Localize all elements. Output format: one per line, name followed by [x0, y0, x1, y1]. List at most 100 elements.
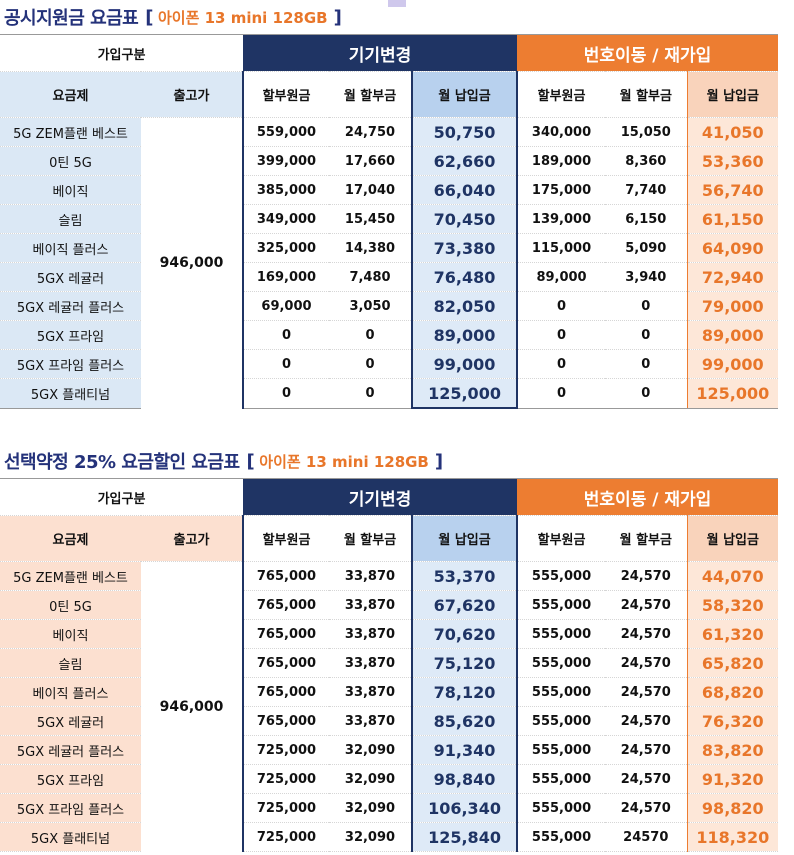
- plan-name-cell: 5GX 프라임: [0, 320, 141, 350]
- device-monthly-payment-cell: 99,000: [410, 349, 519, 379]
- device-monthly-payment-cell: 91,340: [410, 735, 519, 765]
- device-installment-principal-cell: 725,000: [242, 793, 329, 823]
- device-monthly-payment-cell: 70,620: [410, 619, 519, 649]
- bracket-open: [: [246, 450, 255, 472]
- port-monthly-payment-cell: 72,940: [686, 262, 779, 292]
- port-installment-principal-cell: 555,000: [517, 648, 606, 678]
- port-monthly-installment-cell: 0: [605, 378, 688, 409]
- bracket-open: [: [145, 6, 153, 28]
- device-monthly-installment-cell: 33,870: [329, 648, 412, 678]
- port-monthly-payment-cell: 68,820: [686, 677, 779, 707]
- port-installment-principal-cell: 340,000: [517, 117, 606, 147]
- device-monthly-payment-cell: 76,480: [410, 262, 519, 292]
- group-number-port: 번호이동 / 재가입: [517, 478, 779, 516]
- col-header-monthly-payment: 월 납입금: [410, 71, 519, 118]
- port-installment-principal-cell: 0: [517, 291, 606, 321]
- device-monthly-payment-cell: 89,000: [410, 320, 519, 350]
- table-row: 슬림 349,000 15,450 70,450 139,000 6,150 61,150: [0, 204, 779, 234]
- device-installment-principal-cell: 765,000: [242, 677, 329, 707]
- device-installment-principal-cell: 765,000: [242, 648, 329, 678]
- col-header-monthly-installment: 월 할부금: [329, 515, 412, 562]
- port-installment-principal-cell: 0: [517, 349, 606, 379]
- col-header-price: 출고가: [141, 71, 243, 118]
- device-installment-principal-cell: 325,000: [242, 233, 329, 263]
- bracket-close: ]: [333, 6, 342, 28]
- table-row: 베이직 플러스 325,000 14,380 73,380 115,000 5,090 64…: [0, 233, 779, 263]
- port-monthly-payment-cell: 61,320: [686, 619, 779, 649]
- col-header-monthly-payment: 월 납입금: [686, 515, 779, 562]
- port-monthly-payment-cell: 99,000: [686, 349, 779, 379]
- port-monthly-payment-cell: 61,150: [686, 204, 779, 234]
- group-number-port: 번호이동 / 재가입: [517, 34, 779, 72]
- port-installment-principal-cell: 555,000: [517, 793, 606, 823]
- table-row: 5GX 레귤러 플러스 725,000 32,090 91,340 555,000 24,…: [0, 735, 779, 765]
- device-monthly-installment-cell: 0: [329, 320, 412, 350]
- port-monthly-installment-cell: 24,570: [605, 706, 688, 736]
- device-installment-principal-cell: 765,000: [242, 706, 329, 736]
- plan-name-cell: 5GX 프라임 플러스: [0, 793, 141, 823]
- col-header-installment-principal: 할부원금: [242, 71, 329, 118]
- port-installment-principal-cell: 555,000: [517, 677, 606, 707]
- port-installment-principal-cell: 189,000: [517, 146, 606, 176]
- port-installment-principal-cell: 115,000: [517, 233, 606, 263]
- port-monthly-installment-cell: 3,940: [605, 262, 688, 292]
- port-installment-principal-cell: 555,000: [517, 764, 606, 794]
- device-installment-principal-cell: 0: [242, 378, 329, 409]
- table-row: 5GX 플래티넘 725,000 32,090 125,840 555,000 24570…: [0, 822, 779, 852]
- plan-name-cell: 0틴 5G: [0, 590, 141, 620]
- plan-name-cell: 5G ZEM플랜 베스트: [0, 561, 141, 591]
- port-monthly-payment-cell: 58,320: [686, 590, 779, 620]
- table-row: 5GX 프라임 0 0 89,000 0 0 89,000: [0, 320, 779, 350]
- device-installment-principal-cell: 765,000: [242, 561, 329, 591]
- col-header-installment-principal: 할부원금: [517, 515, 606, 562]
- port-installment-principal-cell: 555,000: [517, 822, 606, 852]
- device-monthly-payment-cell: 106,340: [410, 793, 519, 823]
- device-installment-principal-cell: 0: [242, 349, 329, 379]
- device-monthly-payment-cell: 125,000: [410, 378, 519, 409]
- device-installment-principal-cell: 725,000: [242, 822, 329, 852]
- table-row: 5GX 레귤러 765,000 33,870 85,620 555,000 24,570 7…: [0, 706, 779, 736]
- col-header-price: 출고가: [141, 515, 243, 562]
- table-row: 슬림 765,000 33,870 75,120 555,000 24,570 65,820: [0, 648, 779, 678]
- device-monthly-installment-cell: 3,050: [329, 291, 412, 321]
- table1-rate-table: 가입구분 기기변경 번호이동 / 재가입 요금제 출고가 할부원금 월 할부금 …: [0, 34, 779, 409]
- device-installment-principal-cell: 725,000: [242, 735, 329, 765]
- port-monthly-payment-cell: 53,360: [686, 146, 779, 176]
- table-row: 베이직 385,000 17,040 66,040 175,000 7,740 56,740: [0, 175, 779, 205]
- group-device-change: 기기변경: [243, 34, 518, 72]
- device-monthly-installment-cell: 0: [329, 378, 412, 409]
- device-monthly-payment-cell: 75,120: [410, 648, 519, 678]
- device-monthly-installment-cell: 14,380: [329, 233, 412, 263]
- device-monthly-installment-cell: 24,750: [329, 117, 412, 147]
- table-row: 5GX 프라임 725,000 32,090 98,840 555,000 24,570 9…: [0, 764, 779, 794]
- device-installment-principal-cell: 349,000: [242, 204, 329, 234]
- table-row: 5GX 레귤러 169,000 7,480 76,480 89,000 3,940 72,9…: [0, 262, 779, 292]
- group-device-change: 기기변경: [243, 478, 518, 516]
- port-installment-principal-cell: 555,000: [517, 590, 606, 620]
- plan-name-cell: 베이직: [0, 619, 141, 649]
- table-row: 0틴 5G 399,000 17,660 62,660 189,000 8,360 53,3…: [0, 146, 779, 176]
- port-monthly-installment-cell: 5,090: [605, 233, 688, 263]
- device-monthly-installment-cell: 32,090: [329, 822, 412, 852]
- plan-name-cell: 5GX 레귤러: [0, 706, 141, 736]
- device-monthly-installment-cell: 0: [329, 349, 412, 379]
- port-monthly-installment-cell: 24,570: [605, 677, 688, 707]
- table-row: 5G ZEM플랜 베스트 946,000 765,000 33,870 53,370 55…: [0, 561, 779, 852]
- port-monthly-payment-cell: 125,000: [686, 378, 779, 409]
- device-monthly-payment-cell: 82,050: [410, 291, 519, 321]
- device-monthly-payment-cell: 50,750: [410, 117, 519, 147]
- port-installment-principal-cell: 555,000: [517, 735, 606, 765]
- port-monthly-installment-cell: 8,360: [605, 146, 688, 176]
- device-monthly-payment-cell: 70,450: [410, 204, 519, 234]
- col-header-monthly-installment: 월 할부금: [605, 71, 688, 118]
- device-installment-principal-cell: 385,000: [242, 175, 329, 205]
- port-monthly-payment-cell: 83,820: [686, 735, 779, 765]
- port-installment-principal-cell: 89,000: [517, 262, 606, 292]
- table1-title-text: 공시지원금 요금표: [4, 8, 139, 29]
- col-header-monthly-payment: 월 납입금: [686, 71, 779, 118]
- plan-name-cell: 5G ZEM플랜 베스트: [0, 117, 141, 147]
- group-label: 가입구분: [0, 478, 243, 516]
- device-monthly-payment-cell: 78,120: [410, 677, 519, 707]
- release-price-cell: 946,000: [141, 117, 243, 408]
- device-installment-principal-cell: 69,000: [242, 291, 329, 321]
